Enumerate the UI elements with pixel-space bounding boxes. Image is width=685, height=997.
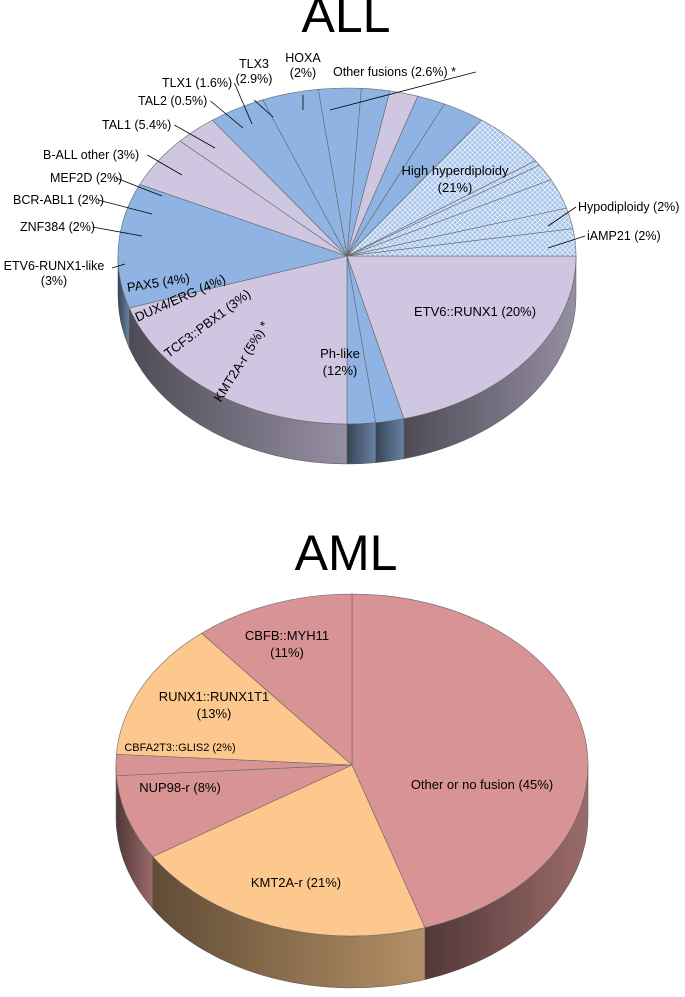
all-label-tal1-5-4: TAL1 (5.4%) (102, 118, 171, 132)
all-label-mef2d-2: MEF2D (2%) (50, 171, 122, 185)
all-label-other-fusions-2-6: Other fusions (2.6%) * (333, 65, 456, 79)
all-label-hoxa: HOXA(2%) (285, 51, 321, 80)
all-label-etv6-runx1-like: ETV6-RUNX1-like(3%) (4, 259, 105, 288)
aml-pie-slices (116, 594, 588, 936)
all-side-iamp21-2 (347, 423, 376, 464)
all-label-bcr-abl1-2: BCR-ABL1 (2%) (13, 193, 104, 207)
all-label-hypodiploidy-2: Hypodiploidy (2%) (578, 200, 679, 214)
all-label-tal2-0-5: TAL2 (0.5%) (138, 94, 207, 108)
all-label-etv6-runx1-20: ETV6::RUNX1 (20%) (414, 304, 536, 319)
aml-pie: Other or no fusion (45%) KMT2A-r (21%) NUP… (116, 594, 588, 988)
all-label-iamp21-2: iAMP21 (2%) (587, 229, 661, 243)
aml-chart-title: AML (295, 525, 398, 581)
all-label-b-all-other-3: B-ALL other (3%) (43, 148, 139, 162)
all-label-tlx1-1-6: TLX1 (1.6%) (162, 76, 232, 90)
all-pie: High hyperdiploidy(21%)Hypodiploidy (2%)… (4, 51, 680, 464)
all-label-znf384-2: ZNF384 (2%) (20, 220, 95, 234)
aml-label-cbfa2t3-glis2-2: CBFA2T3::GLIS2 (2%) (124, 742, 235, 754)
all-side-hypodiploidy-2 (376, 419, 404, 463)
all-label-tlx3: TLX3(2.9%) (236, 57, 273, 86)
aml-label-other-or-no-fusion-45: Other or no fusion (45%) (411, 777, 553, 792)
all-chart-title: ALL (302, 0, 391, 43)
aml-label-nup98-r-8: NUP98-r (8%) (139, 780, 221, 795)
aml-label-kmt2a-r-21: KMT2A-r (21%) (251, 875, 341, 890)
